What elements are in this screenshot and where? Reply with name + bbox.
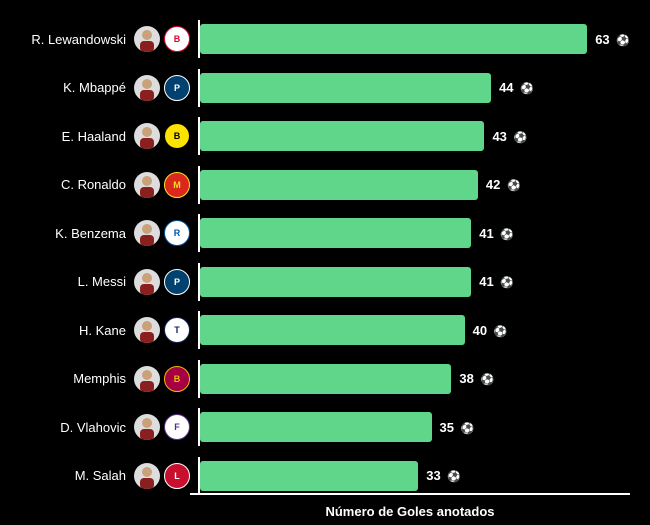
bar <box>200 315 465 345</box>
chart-row: Memphis B 38 ⚽ <box>10 360 630 398</box>
chart-row: R. Lewandowski B 63 ⚽ <box>10 20 630 58</box>
club-badge: P <box>164 75 190 101</box>
bar <box>200 73 491 103</box>
club-badge: F <box>164 414 190 440</box>
player-avatar <box>134 463 160 489</box>
bar-track: 41 ⚽ <box>198 263 630 301</box>
player-name: D. Vlahovic <box>10 420 130 435</box>
soccer-ball-icon: ⚽ <box>494 326 508 338</box>
chart-row: D. Vlahovic F 35 ⚽ <box>10 408 630 446</box>
player-name: C. Ronaldo <box>10 177 130 192</box>
soccer-ball-icon: ⚽ <box>461 423 475 435</box>
chart-row: C. Ronaldo M 42 ⚽ <box>10 166 630 204</box>
player-avatar <box>134 172 160 198</box>
chart-row: L. Messi P 41 ⚽ <box>10 263 630 301</box>
bar-track: 33 ⚽ <box>198 457 630 495</box>
player-name: E. Haaland <box>10 129 130 144</box>
bar-value: 38 ⚽ <box>459 371 494 386</box>
player-name: L. Messi <box>10 274 130 289</box>
bar-track: 35 ⚽ <box>198 408 630 446</box>
player-avatar <box>134 414 160 440</box>
player-avatar <box>134 317 160 343</box>
bar-track: 38 ⚽ <box>198 360 630 398</box>
soccer-ball-icon: ⚽ <box>500 229 514 241</box>
soccer-ball-icon: ⚽ <box>616 35 630 47</box>
bar-track: 42 ⚽ <box>198 166 630 204</box>
club-badge: P <box>164 269 190 295</box>
bar-track: 41 ⚽ <box>198 214 630 252</box>
player-name: K. Benzema <box>10 226 130 241</box>
bar <box>200 267 471 297</box>
player-name: H. Kane <box>10 323 130 338</box>
bar <box>200 24 587 54</box>
chart-row: M. Salah L 33 ⚽ <box>10 457 630 495</box>
player-avatar <box>134 269 160 295</box>
x-axis <box>190 493 630 495</box>
goals-bar-chart: R. Lewandowski B 63 ⚽ K. Mbappé P 44 ⚽ E. Haal… <box>10 20 630 495</box>
club-badge: B <box>164 366 190 392</box>
bar <box>200 218 471 248</box>
soccer-ball-icon: ⚽ <box>514 132 528 144</box>
bar-value: 41 ⚽ <box>479 274 514 289</box>
bar-track: 63 ⚽ <box>198 20 630 58</box>
club-badge: B <box>164 123 190 149</box>
bar-track: 43 ⚽ <box>198 117 630 155</box>
club-badge: B <box>164 26 190 52</box>
club-badge: L <box>164 463 190 489</box>
bar-value: 42 ⚽ <box>486 177 521 192</box>
bar-value: 33 ⚽ <box>426 468 461 483</box>
bar <box>200 461 418 491</box>
player-avatar <box>134 366 160 392</box>
player-avatar <box>134 220 160 246</box>
player-name: M. Salah <box>10 468 130 483</box>
club-badge: T <box>164 317 190 343</box>
bar <box>200 364 451 394</box>
player-avatar <box>134 75 160 101</box>
chart-row: E. Haaland B 43 ⚽ <box>10 117 630 155</box>
club-badge: R <box>164 220 190 246</box>
chart-row: K. Mbappé P 44 ⚽ <box>10 69 630 107</box>
player-avatar <box>134 123 160 149</box>
bar <box>200 412 432 442</box>
bar-track: 44 ⚽ <box>198 69 630 107</box>
soccer-ball-icon: ⚽ <box>447 471 461 483</box>
bar-value: 43 ⚽ <box>492 129 527 144</box>
bar-value: 44 ⚽ <box>499 80 534 95</box>
bar <box>200 170 478 200</box>
soccer-ball-icon: ⚽ <box>520 83 534 95</box>
bar-value: 35 ⚽ <box>440 420 475 435</box>
chart-row: H. Kane T 40 ⚽ <box>10 311 630 349</box>
player-name: Memphis <box>10 371 130 386</box>
bar-value: 41 ⚽ <box>479 226 514 241</box>
soccer-ball-icon: ⚽ <box>480 374 494 386</box>
bar-value: 63 ⚽ <box>595 32 630 47</box>
soccer-ball-icon: ⚽ <box>500 277 514 289</box>
player-name: K. Mbappé <box>10 80 130 95</box>
club-badge: M <box>164 172 190 198</box>
bar-track: 40 ⚽ <box>198 311 630 349</box>
player-avatar <box>134 26 160 52</box>
x-axis-label: Número de Goles anotados <box>190 504 630 519</box>
bar-value: 40 ⚽ <box>473 323 508 338</box>
soccer-ball-icon: ⚽ <box>507 180 521 192</box>
chart-row: K. Benzema R 41 ⚽ <box>10 214 630 252</box>
player-name: R. Lewandowski <box>10 32 130 47</box>
bar <box>200 121 484 151</box>
